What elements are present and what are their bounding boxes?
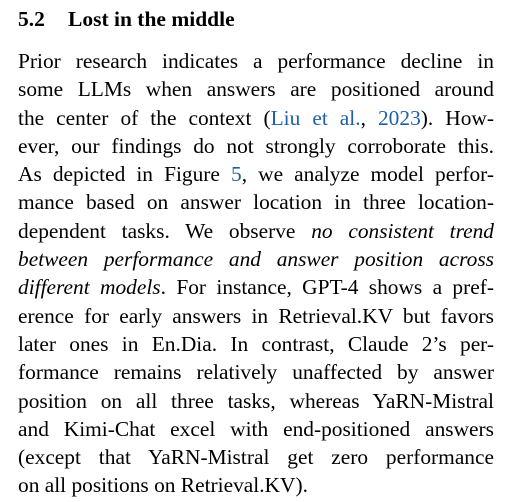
text-span: , we analyze model perfor- xyxy=(241,162,494,187)
text-line: different models. For instance, GPT-4 sh… xyxy=(18,273,494,301)
section-number: 5.2 xyxy=(18,7,45,31)
text-span: formance remains relatively unaffected b… xyxy=(18,360,494,385)
text-line: As depicted in Figure 5, we analyze mode… xyxy=(18,160,494,188)
text-span: ). How- xyxy=(420,105,494,130)
text-line: Prior research indicates a performance d… xyxy=(18,47,494,75)
text-line: erence for early answers in Retrieval.KV… xyxy=(18,302,494,330)
text-span: As depicted in Figure xyxy=(18,162,231,187)
text-span: erence for early answers in Retrieval.KV… xyxy=(18,303,494,328)
text-span: later ones in En.Dia. In contrast, Claud… xyxy=(18,331,494,356)
citation-link[interactable]: Liu et al. xyxy=(270,105,361,130)
text-span: the center of the context ( xyxy=(18,105,271,130)
text-line: formance remains relatively unaffected b… xyxy=(18,358,494,386)
text-span: some LLMs when answers are positioned ar… xyxy=(18,77,494,102)
text-span: different models xyxy=(18,275,161,300)
citation-link[interactable]: 2023 xyxy=(377,105,421,130)
text-line: some LLMs when answers are positioned ar… xyxy=(18,75,494,103)
paragraph: Prior research indicates a performance d… xyxy=(18,47,494,500)
text-line: mance based on answer location in three … xyxy=(18,188,494,216)
text-span: (except that YaRN-Mistral get zero perfo… xyxy=(18,445,494,470)
text-line: and Kimi-Chat excel with end-positioned … xyxy=(18,415,494,443)
citation-link[interactable]: 5 xyxy=(231,162,242,187)
text-line: dependent tasks. We observe no consisten… xyxy=(18,217,494,245)
text-line: on all positions on Retrieval.KV). xyxy=(18,471,494,499)
text-span: dependent tasks. We observe xyxy=(18,218,312,243)
text-span: mance based on answer location in three … xyxy=(18,190,494,215)
text-line: between performance and answer position … xyxy=(18,245,494,273)
text-line: ever, our findings do not strongly corro… xyxy=(18,132,494,160)
text-span: , xyxy=(360,105,378,130)
text-span: no consistent trend xyxy=(311,218,495,243)
section-title: Lost in the middle xyxy=(68,7,235,31)
section-heading: 5.2 Lost in the middle xyxy=(18,7,235,32)
text-span: ever, our findings do not strongly corro… xyxy=(18,133,494,158)
text-span: on all positions on Retrieval.KV). xyxy=(18,473,308,498)
text-line: the center of the context (Liu et al., 2… xyxy=(18,104,494,132)
text-span: . For instance, GPT-4 shows a pref- xyxy=(160,275,494,300)
text-line: position on all three tasks, whereas YaR… xyxy=(18,387,494,415)
text-span: Prior research indicates a performance d… xyxy=(18,49,494,73)
text-line: (except that YaRN-Mistral get zero perfo… xyxy=(18,443,494,471)
text-span: and Kimi-Chat excel with end-positioned … xyxy=(18,416,494,441)
text-span: position on all three tasks, whereas YaR… xyxy=(18,388,494,413)
text-span: between performance and answer position … xyxy=(18,247,494,272)
text-line: later ones in En.Dia. In contrast, Claud… xyxy=(18,330,494,358)
